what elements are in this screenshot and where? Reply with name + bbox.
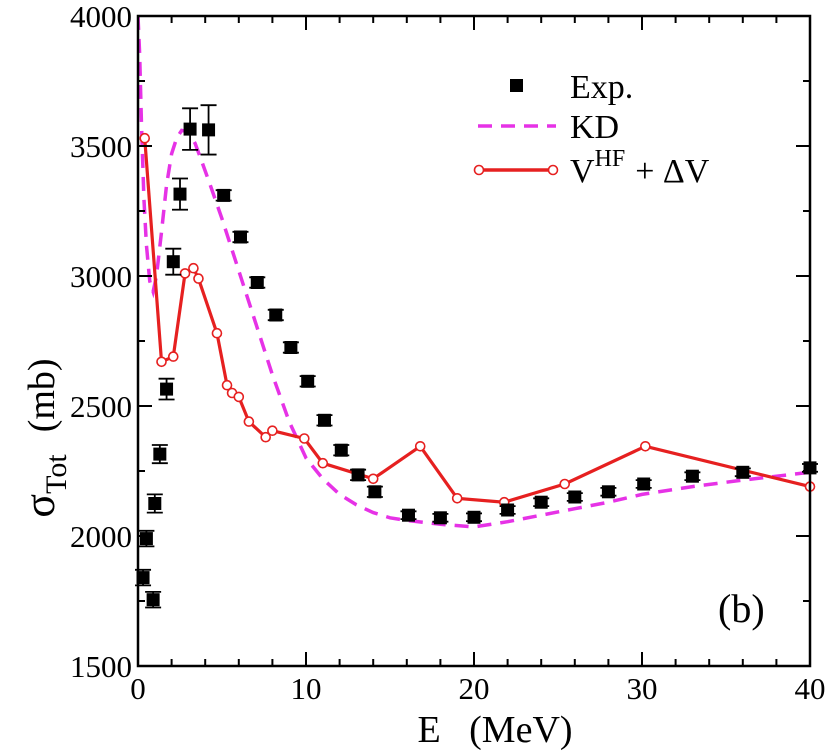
exp-point bbox=[284, 341, 298, 354]
exp-point bbox=[166, 255, 180, 269]
y-axis-title: σTot (mb) bbox=[15, 358, 73, 517]
exp-point bbox=[501, 503, 515, 517]
exp-point bbox=[136, 571, 150, 585]
exp-point bbox=[301, 374, 315, 388]
legend-vhf-marker-right bbox=[547, 164, 559, 176]
legend-vhf-label-sup: HF bbox=[595, 146, 626, 172]
exp-point bbox=[568, 490, 582, 504]
legend-exp-label: Exp. bbox=[570, 69, 633, 106]
vhf-point bbox=[267, 425, 278, 437]
vhf-line bbox=[143, 138, 811, 504]
axes-layer: 0 10 20 30 40 1500 2000 2500 3000 3500 4000 bbox=[70, 0, 826, 706]
exp-point bbox=[433, 511, 447, 525]
vhf-point bbox=[167, 351, 179, 362]
exp-series bbox=[135, 104, 818, 609]
plot-frame bbox=[136, 14, 812, 668]
x-tick-label: 20 bbox=[459, 671, 490, 706]
exp-point bbox=[217, 188, 231, 202]
exp-point bbox=[183, 122, 197, 136]
vhf-point bbox=[451, 492, 463, 504]
vhf-point bbox=[139, 132, 151, 144]
vhf-point bbox=[193, 273, 204, 284]
svg-text:σTot(mb): σTot (mb) bbox=[15, 358, 73, 517]
vhf-point bbox=[317, 457, 329, 469]
y-tick-label: 2000 bbox=[70, 519, 132, 554]
y-axis-symbol: σ bbox=[15, 494, 64, 518]
vhf-point bbox=[243, 416, 255, 427]
x-axis-title: E (MeV) bbox=[417, 709, 572, 751]
exp-point bbox=[317, 413, 331, 427]
x-tick-label: 30 bbox=[627, 671, 658, 706]
exp-point bbox=[148, 497, 162, 510]
exp-point bbox=[146, 593, 160, 607]
legend-exp-marker bbox=[510, 79, 523, 92]
legend-vhf-label-rest: + ΔV bbox=[635, 153, 710, 190]
y-tick-label: 1500 bbox=[70, 649, 132, 684]
y-tick-label: 3000 bbox=[70, 259, 132, 294]
kd-series bbox=[138, 16, 810, 529]
vhf-point bbox=[367, 473, 379, 485]
x-tick-label: 40 bbox=[795, 671, 826, 706]
vhf-point bbox=[299, 433, 310, 444]
legend: Exp. KD VHF + ΔV bbox=[473, 69, 710, 190]
exp-point bbox=[685, 469, 699, 483]
legend-vhf-marker-left bbox=[473, 164, 485, 176]
legend-vhf-label-main: V bbox=[570, 153, 595, 190]
vhf-point bbox=[188, 262, 199, 274]
exp-point bbox=[160, 382, 174, 396]
exp-point bbox=[736, 465, 750, 479]
exp-point bbox=[250, 276, 264, 289]
exp-point bbox=[334, 443, 348, 457]
exp-point bbox=[637, 477, 651, 491]
legend-kd-label: KD bbox=[570, 109, 619, 146]
legend-vhf-label: VHF + ΔV bbox=[570, 146, 710, 190]
vhf-point bbox=[260, 431, 271, 443]
vhf-point bbox=[179, 268, 191, 279]
vhf-point bbox=[559, 478, 571, 490]
y-tick-label: 2500 bbox=[70, 389, 132, 424]
exp-point bbox=[467, 510, 481, 524]
exp-point bbox=[368, 485, 382, 499]
exp-point bbox=[153, 447, 167, 461]
x-tick-label: 10 bbox=[291, 671, 322, 706]
exp-point bbox=[269, 308, 283, 322]
vhf-point bbox=[414, 440, 426, 452]
vhf-point bbox=[156, 356, 167, 368]
exp-point bbox=[534, 495, 548, 509]
exp-point bbox=[173, 187, 187, 201]
vhf-point bbox=[233, 391, 245, 403]
exp-point bbox=[401, 508, 415, 522]
vhf-point bbox=[640, 440, 651, 452]
vhf-point bbox=[211, 327, 223, 339]
y-tick-label: 4000 bbox=[70, 0, 132, 34]
exp-point bbox=[601, 485, 615, 499]
y-axis-unit: (mb) bbox=[21, 358, 63, 432]
y-axis-subscript: Tot bbox=[40, 454, 73, 494]
kd-line bbox=[138, 16, 810, 529]
exp-point bbox=[351, 468, 365, 482]
exp-point bbox=[233, 230, 247, 244]
vhf-point bbox=[221, 379, 233, 391]
exp-point bbox=[202, 123, 216, 137]
vhf-series bbox=[139, 132, 816, 508]
exp-point bbox=[139, 532, 153, 546]
y-tick-label: 3500 bbox=[70, 129, 132, 164]
panel-label: (b) bbox=[718, 586, 765, 631]
x-tick-label: 0 bbox=[130, 671, 146, 706]
